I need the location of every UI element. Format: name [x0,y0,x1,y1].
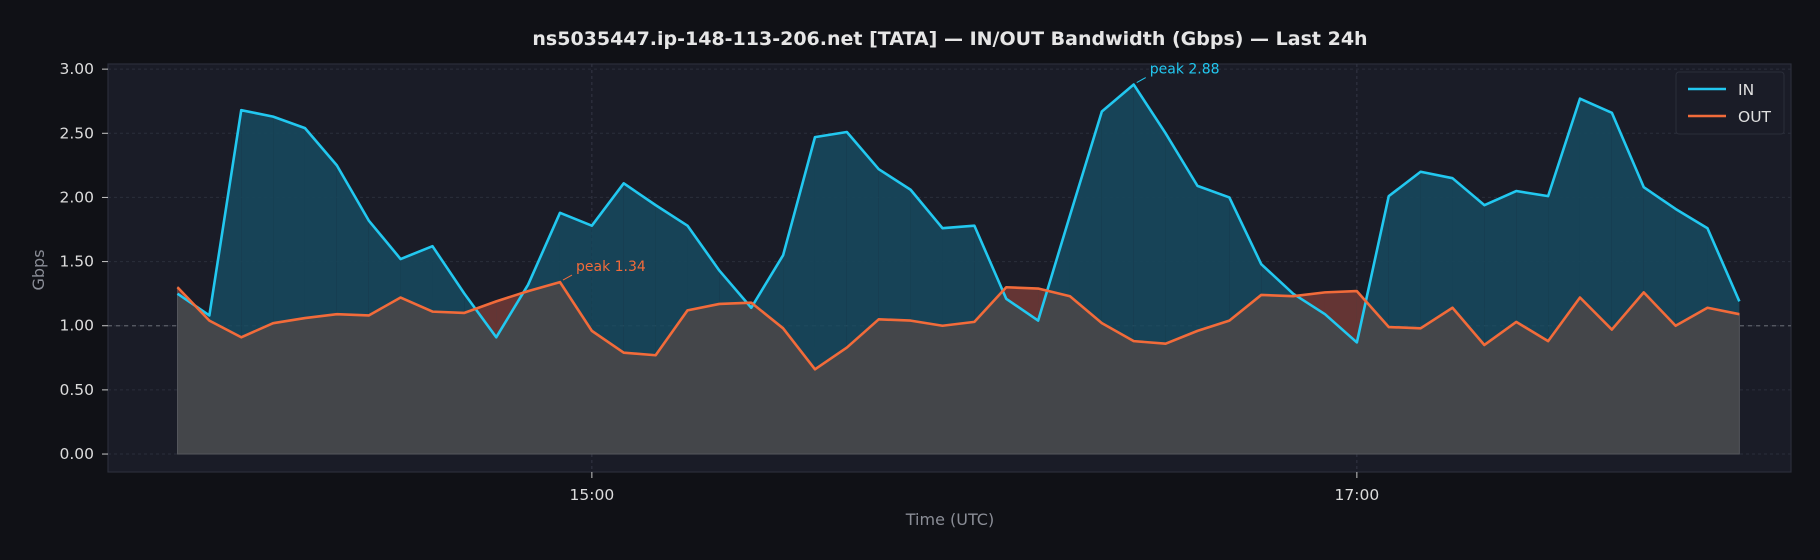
legend-label-out: OUT [1738,108,1772,126]
in-above-out-fill [878,169,911,321]
in-above-out-fill [655,205,688,356]
y-tick-label: 2.50 [59,124,94,142]
in-above-out-fill [1197,185,1230,331]
y-tick-label: 0.50 [59,381,94,399]
legend-box [1675,71,1785,135]
in-above-out-fill [1133,84,1166,344]
y-tick-label: 0.00 [59,445,94,463]
in-above-out-fill [1069,111,1102,324]
annotations: peak 2.88 peak 1.34 [562,62,1220,281]
in-above-out-fill [559,212,592,331]
out-above-in-fill [1324,291,1357,343]
in-above-out-fill [1165,133,1198,344]
in-above-out-fill [304,128,337,319]
in-above-out-fill [368,220,401,316]
legend: IN OUT [1675,71,1785,135]
in-above-out-fill [814,132,847,370]
chart-title: ns5035447.ip-148-113-206.net [TATA] — IN… [532,28,1367,50]
y-tick-label: 3.00 [59,60,94,78]
in-above-out-fill [591,183,624,353]
out-above-in-fill [1006,287,1039,321]
in-above-out-fill [1420,171,1453,329]
in-above-out-fill [432,246,465,313]
out-series-line [176,280,1740,371]
in-above-out-fill [1365,196,1389,328]
in-above-out-fill [1229,197,1262,321]
in-above-out-fill [1548,98,1580,342]
axis-ticks: 0.00 0.50 1.00 1.50 2.00 2.50 3.00 15:00 17:00 [59,60,1379,504]
in-above-out-fill [1452,178,1485,345]
annotation-label: peak 2.88 [1150,62,1220,78]
in-above-out-fill [687,225,720,311]
y-tick-label: 2.00 [59,188,94,206]
series-lines [176,83,1741,371]
in-above-out-fill [336,165,369,316]
y-tick-label: 1.50 [59,253,94,271]
x-tick-label: 17:00 [1335,486,1380,504]
in-above-out-fill [1516,191,1549,342]
in-series-line [176,83,1741,344]
x-axis-label: Time (UTC) [905,510,994,529]
annotation-label: peak 1.34 [576,259,646,275]
y-axis-label: Gbps [29,249,48,290]
in-above-out-fill [623,183,656,356]
in-above-out-fill [1675,208,1708,326]
in-above-out-fill [1388,171,1421,329]
legend-label-in: IN [1738,81,1754,99]
in-above-out-fill [1484,191,1517,345]
in-above-out-fill [400,246,433,312]
in-above-out-fill [1579,98,1612,330]
in-above-out-fill [1611,112,1644,330]
area-fills [176,84,1740,455]
in-above-out-fill [1101,84,1134,342]
in-above-out-fill [910,189,943,326]
in-above-out-fill [846,132,879,348]
in-above-out-fill [942,225,975,326]
y-tick-label: 1.00 [59,317,94,335]
in-above-out-fill [1643,187,1676,326]
annotation-pointer [562,274,573,281]
in-above-out-fill [241,110,274,338]
x-tick-label: 15:00 [570,486,615,504]
in-above-out-fill [783,137,815,370]
annotation-pointer [1136,77,1146,83]
in-above-out-fill [273,116,305,324]
